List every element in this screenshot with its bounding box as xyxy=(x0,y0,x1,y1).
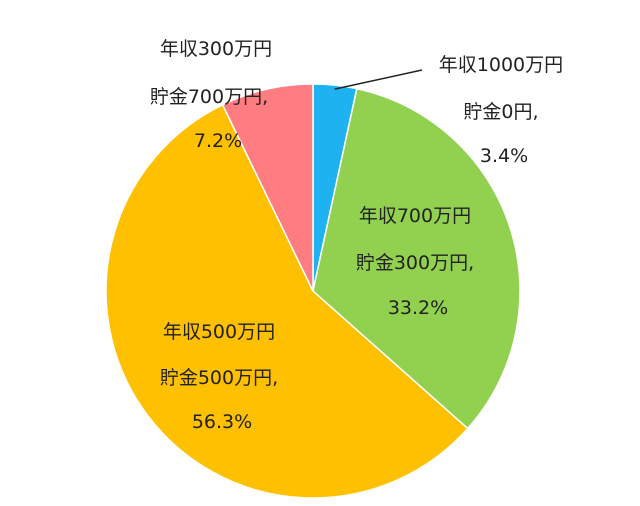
slice-label-2-line-1: 貯金500万円, xyxy=(160,367,278,389)
slice-label-1: 年収700万円 貯金300万円, 33.2% xyxy=(356,205,480,319)
slice-label-1-line-1: 貯金300万円, xyxy=(356,252,474,274)
pie-slice-1 xyxy=(312,87,521,430)
slice-label-3-line-1: 貯金700万円, xyxy=(150,86,268,108)
slice-label-2-line-2: 56.3% xyxy=(192,411,252,433)
slice-label-3: 年収300万円 貯金700万円, 7.2% xyxy=(150,38,278,152)
slice-label-0: 年収1000万円 貯金0円, 3.4% xyxy=(439,54,569,167)
slice-label-0-line-2: 3.4% xyxy=(480,145,528,167)
pie-slice-2 xyxy=(105,103,469,499)
slice-label-3-line-2: 7.2% xyxy=(194,130,242,152)
slice-leader-line xyxy=(334,69,423,90)
slice-label-0-line-0: 年収1000万円 xyxy=(439,54,563,76)
slice-label-1-line-0: 年収700万円 xyxy=(359,205,471,227)
slice-label-2-line-0: 年収500万円 xyxy=(163,321,275,343)
slice-label-3-line-0: 年収300万円 xyxy=(160,38,272,60)
pie-slice-3 xyxy=(221,83,314,292)
slice-label-0-line-1: 貯金0円, xyxy=(463,101,538,123)
slice-label-2: 年収500万円 貯金500万円, 56.3% xyxy=(160,321,284,433)
slice-label-1-line-2: 33.2% xyxy=(388,297,448,319)
pie-slices xyxy=(105,83,521,499)
